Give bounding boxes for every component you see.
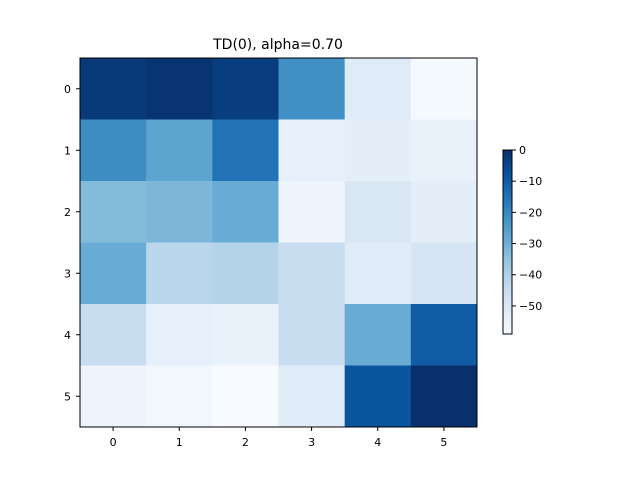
heatmap-cell-r0-c0 [80,58,147,120]
heatmap-cell-r1-c0 [80,119,147,182]
heatmap-cell-r3-c0 [80,242,147,305]
heatmap-cell-r3-c1 [146,242,213,305]
heatmap-cell-r5-c0 [80,365,147,428]
heatmap-cell-r1-c1 [146,119,213,182]
heatmap-cell-r0-c2 [212,58,279,120]
heatmap-cell-r0-c1 [146,58,213,120]
colorbar-frame [502,149,513,335]
colorbar-tick-label: −40 [519,269,542,282]
heatmap-cell-r5-c1 [146,365,213,428]
y-tick-label: 0 [64,83,71,96]
heatmap-cell-r3-c3 [278,242,346,305]
heatmap-cell-r4-c4 [344,304,412,366]
heatmap-cell-r3-c2 [212,242,279,305]
y-tick-label: 4 [64,329,71,342]
colorbar-tick-label: 0 [519,144,526,157]
heatmap-cell-r1-c5 [410,119,478,182]
x-tick-label: 3 [308,436,315,449]
x-tick-label: 4 [374,436,381,449]
y-tick-label: 5 [64,390,71,403]
heatmap-cell-r2-c2 [212,181,279,243]
heatmap-cell-r4-c2 [212,304,279,366]
x-axis: 0 1 2 3 4 5 [110,427,447,449]
x-tick-label: 5 [440,436,447,449]
chart-title: TD(0), alpha=0.70 [212,37,343,53]
heatmap-cell-r5-c3 [278,365,346,428]
heatmap-cell-r5-c5 [410,365,478,428]
heatmap-cell-r2-c0 [80,181,147,243]
heatmap-cell-r0-c3 [278,58,346,120]
colorbar-gradient [503,150,512,334]
colorbar-tick-label: −50 [519,300,542,313]
heatmap-cell-r4-c1 [146,304,213,366]
heatmap-cell-r5-c2 [212,365,279,428]
heatmap-cells [80,58,478,428]
heatmap-cell-r4-c0 [80,304,147,366]
y-axis: 0 1 2 3 4 5 [64,83,80,403]
heatmap-cell-r1-c3 [278,119,346,182]
x-tick-label: 1 [176,436,183,449]
y-tick-label: 2 [64,206,71,219]
heatmap-cell-r3-c5 [410,242,478,305]
heatmap-cell-r2-c5 [410,181,478,243]
y-tick-label: 1 [64,144,71,157]
x-tick-label: 2 [242,436,249,449]
x-tick-label: 0 [110,436,117,449]
heatmap-cell-r1-c4 [344,119,412,182]
heatmap-cell-r2-c4 [344,181,412,243]
colorbar-tick-label: −20 [519,206,542,219]
heatmap-cell-r4-c5 [410,304,478,366]
y-tick-label: 3 [64,267,71,280]
heatmap-cell-r4-c3 [278,304,346,366]
heatmap-cell-r1-c2 [212,119,279,182]
heatmap-cell-r0-c5 [410,58,478,120]
heatmap-cell-r0-c4 [344,58,412,120]
heatmap-cell-r2-c3 [278,181,346,243]
plot-frame [79,57,478,428]
heatmap-cell-r3-c4 [344,242,412,305]
heatmap-cell-r5-c4 [344,365,412,428]
colorbar-tick-label: −30 [519,238,542,251]
heatmap-cell-r2-c1 [146,181,213,243]
colorbar-tick-label: −10 [519,175,542,188]
colorbar: 0 −10 −20 −30 −40 −50 [502,144,542,335]
